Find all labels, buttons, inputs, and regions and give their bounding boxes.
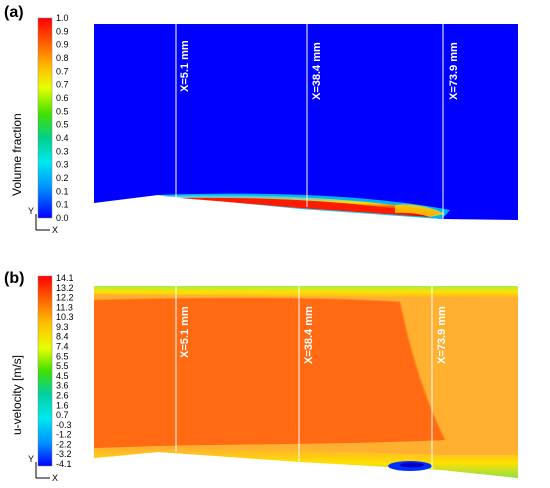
colorbar-b-tick-19: -4.1	[56, 459, 72, 469]
axis-y-label-b: Y	[28, 454, 34, 464]
station-label-a-2: X=38.4 mm	[311, 42, 323, 100]
colorbar-a-tick-6: 0.6	[56, 93, 69, 103]
colorbar-a-tick-2: 0.9	[56, 40, 69, 50]
station-label-a-1: X=5.1 mm	[179, 40, 191, 92]
colorbar-a-tick-9: 0.4	[56, 133, 69, 143]
colorbar-b-tick-14: 0.7	[56, 410, 69, 420]
colorbar-a-tick-8: 0.5	[56, 120, 69, 130]
colorbar-a: 1.0 0.9 0.9 0.8 0.7 0.7 0.6 0.5 0.5 0.4 0.3 0.3 0.2 0…	[37, 13, 69, 223]
colorbar-a-tick-4: 0.7	[56, 66, 69, 76]
colorbar-a-tick-14: 0.1	[56, 200, 69, 210]
colorbar-b-tick-13: 1.6	[56, 400, 69, 410]
colorbar-a-tick-1: 0.9	[56, 26, 69, 36]
axis-indicator-b: Y X	[28, 454, 58, 483]
station-label-b-1: X=5.1 mm	[179, 306, 191, 358]
station-label-b-3: X=73.9 mm	[436, 306, 448, 364]
colorbar-b-tick-0: 14.1	[56, 273, 74, 283]
colorbar-b-tick-15: -0.3	[56, 420, 72, 430]
colorbar-b-tick-6: 8.4	[56, 332, 69, 342]
colorbar-b-tick-4: 10.3	[56, 312, 74, 322]
colorbar-b: 14.113.212.211.310.39.38.47.46.55.54.53.…	[37, 273, 74, 469]
colorbar-a-tick-10: 0.3	[56, 146, 69, 156]
contour-plot-b: X=5.1 mm X=38.4 mm X=73.9 mm	[93, 286, 518, 478]
colorbar-a-tick-12: 0.2	[56, 173, 69, 183]
colorbar-b-tick-8: 6.5	[56, 351, 69, 361]
colorbar-b-tick-7: 7.4	[56, 342, 69, 352]
colorbar-b-tick-5: 9.3	[56, 322, 69, 332]
colorbar-b-tick-2: 12.2	[56, 293, 74, 303]
contour-plot-a: X=5.1 mm X=38.4 mm X=73.9 mm	[94, 24, 518, 220]
axis-indicator-a: Y X	[28, 206, 58, 235]
colorbar-a-tick-5: 0.7	[56, 80, 69, 90]
colorbar-a-ticks: 1.0 0.9 0.9 0.8 0.7 0.7 0.6 0.5 0.5 0.4 0.3 0.3 0.2 0…	[56, 13, 69, 223]
panel-a-label: (a)	[4, 4, 24, 21]
colorbar-a-tick-13: 0.1	[56, 186, 69, 196]
colorbar-b-tick-3: 11.3	[56, 302, 73, 312]
axis-y-label-a: Y	[28, 206, 34, 216]
colorbar-b-ticks: 14.113.212.211.310.39.38.47.46.55.54.53.…	[56, 273, 74, 469]
axis-x-label-a: X	[52, 225, 58, 235]
colorbar-b-tick-9: 5.5	[56, 361, 69, 371]
colorbar-b-tick-10: 4.5	[56, 371, 69, 381]
station-label-b-2: X=38.4 mm	[303, 306, 315, 364]
station-label-a-3: X=73.9 mm	[448, 42, 460, 100]
colorbar-b-tick-12: 2.6	[56, 390, 69, 400]
colorbar-a-tick-15: 0.0	[56, 213, 69, 223]
colorbar-b-tick-1: 13.2	[56, 283, 74, 293]
colorbar-a-tick-11: 0.3	[56, 160, 69, 170]
axis-x-label-b: X	[52, 473, 58, 483]
colorbar-a-tick-3: 0.8	[56, 53, 69, 63]
colorbar-b-tick-18: -3.2	[56, 449, 72, 459]
colorbar-a-tick-7: 0.5	[56, 106, 69, 116]
colorbar-b-tick-11: 3.6	[56, 381, 69, 391]
colorbar-a-tick-0: 1.0	[56, 13, 69, 23]
colorbar-b-tick-17: -2.2	[56, 439, 72, 449]
colorbar-b-tick-16: -1.2	[56, 430, 72, 440]
panel-b-label: (b)	[4, 270, 25, 287]
